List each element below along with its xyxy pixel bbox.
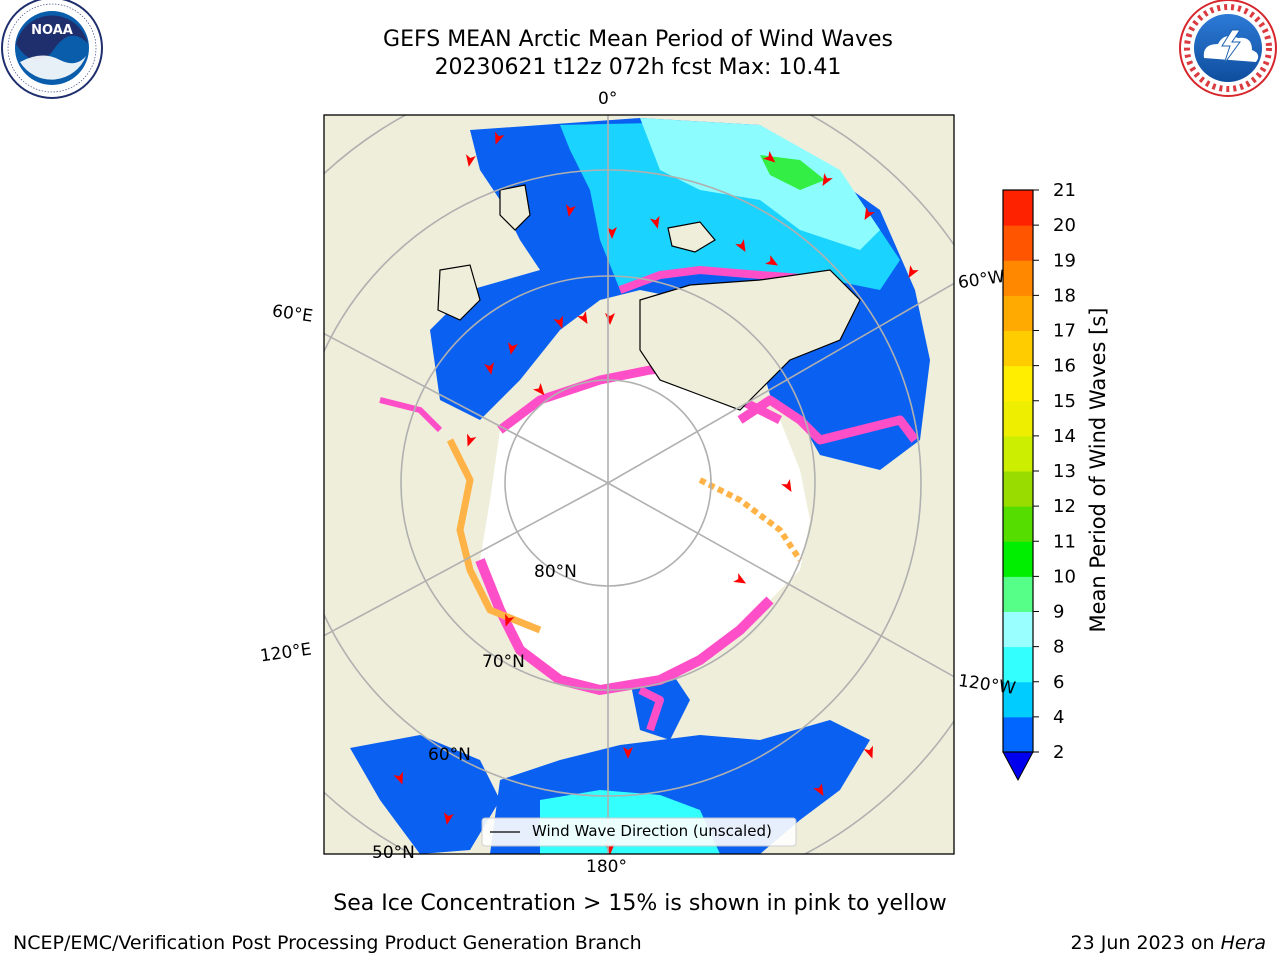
colorbar-bin-14	[1003, 225, 1033, 261]
colorbar-tick-label: 15	[1053, 391, 1076, 412]
wind-wave-arrow	[623, 747, 633, 759]
colorbar-bin-12	[1003, 295, 1033, 331]
colorbar-tick-label: 17	[1053, 321, 1076, 342]
colorbar-tick-label: 19	[1053, 250, 1076, 271]
colorbar-bin-15	[1003, 190, 1033, 226]
wind-wave-arrow	[762, 150, 776, 163]
wind-wave-arrow	[733, 573, 747, 584]
colorbar-tick-label: 11	[1053, 531, 1076, 552]
sea-ice-caption: Sea Ice Concentration > 15% is shown in …	[333, 891, 947, 916]
colorbar-tick-label: 13	[1053, 461, 1076, 482]
lat-label-80n: 80°N	[534, 562, 577, 582]
footer-credit: NCEP/EMC/Verification Post Processing Pr…	[13, 932, 642, 954]
wind-wave-arrow	[505, 613, 515, 627]
wind-wave-arrow	[443, 812, 454, 825]
legend-label: Wind Wave Direction (unscaled)	[532, 822, 772, 840]
colorbar-bin-3	[1003, 611, 1033, 648]
colorbar-tick-label: 20	[1053, 215, 1076, 236]
wind-wave-arrow	[484, 362, 495, 375]
wind-wave-arrow	[908, 265, 919, 279]
colorbar-bin-9	[1003, 400, 1033, 437]
coastlines	[437, 184, 861, 411]
colorbar-tick-label: 14	[1053, 426, 1076, 447]
colorbar-tick-label: 12	[1053, 496, 1076, 517]
colorbar-bin-4	[1003, 576, 1033, 612]
wind-wave-arrow	[864, 207, 875, 221]
colorbar-tick-label: 16	[1053, 356, 1076, 377]
wind-wave-arrow	[735, 239, 746, 253]
wind-wave-arrow	[495, 131, 505, 145]
map-subtitle: 20230621 t12z 072h fcst Max: 10.41	[434, 55, 842, 80]
lat-label-50n: 50°N	[372, 843, 415, 863]
nws-logo-icon	[1179, 0, 1277, 97]
footer-timestamp: 23 Jun 2023 on Hera	[1071, 932, 1266, 954]
wind-wave-arrows	[393, 131, 919, 854]
colorbar-tick-label: 6	[1053, 672, 1064, 693]
colorbar-tick-label: 21	[1053, 180, 1076, 201]
colorbar: 2 4 6 8 9 10 11 12 13 14 15 16 17 18 19 20 21	[1002, 180, 1076, 782]
colorbar-tick-label: 4	[1053, 707, 1064, 728]
colorbar-tick-label: 2	[1053, 742, 1064, 763]
wind-wave-arrow	[765, 255, 779, 266]
wind-wave-arrow	[577, 311, 588, 325]
wind-wave-arrow	[467, 433, 477, 447]
lon-label-180: 180°	[586, 857, 627, 877]
colorbar-bin-6	[1003, 506, 1033, 542]
lat-label-60n: 60°N	[428, 745, 471, 765]
colorbar-bin-13	[1003, 260, 1033, 296]
wind-wave-arrow	[781, 479, 792, 493]
svg-text:NOAA: NOAA	[31, 23, 73, 38]
polar-map	[324, 115, 954, 854]
wind-wave-arrow	[813, 783, 824, 797]
colorbar-bin-1	[1003, 681, 1033, 718]
wind-wave-arrow	[863, 745, 873, 759]
graticule	[324, 115, 954, 854]
wind-wave-arrow	[565, 204, 576, 217]
colorbar-tick-label: 18	[1053, 285, 1076, 306]
wind-wave-arrow	[822, 173, 833, 187]
colorbar-label: Mean Period of Wind Waves [s]	[1086, 307, 1110, 633]
colorbar-bin-7	[1003, 471, 1033, 507]
colorbar-tick-label: 8	[1053, 637, 1064, 658]
colorbar-tick-label: 9	[1053, 602, 1064, 623]
direction-legend	[481, 817, 797, 847]
lon-label-0: 0°	[598, 89, 618, 109]
central-arctic-icefree-mask	[480, 365, 810, 690]
wind-wave-arrow	[393, 771, 403, 785]
colorbar-bin-5	[1003, 541, 1033, 577]
footer-host: Hera	[1220, 932, 1266, 954]
lat-label-70n: 70°N	[482, 652, 525, 672]
colorbar-tick-label: 10	[1053, 566, 1076, 587]
colorbar-bin-2	[1003, 646, 1033, 683]
wind-wave-arrow	[532, 382, 545, 396]
wind-wave-arrow	[607, 227, 617, 239]
wind-wave-arrow	[465, 154, 476, 167]
map-title: GEFS MEAN Arctic Mean Period of Wind Wav…	[383, 27, 893, 52]
noaa-logo-icon: NOAA	[1, 0, 103, 99]
wind-wave-arrow	[553, 315, 563, 329]
colorbar-bin-0	[1003, 716, 1033, 753]
wind-wave-arrow	[649, 215, 660, 229]
footer-date: 23 Jun 2023 on	[1070, 932, 1221, 954]
wind-wave-arrow	[507, 342, 518, 355]
map-frame	[323, 114, 955, 855]
colorbar-bin-8	[1003, 435, 1033, 472]
colorbar-bin-11	[1003, 330, 1033, 367]
colorbar-bin-10	[1003, 365, 1033, 402]
colorbar-extend-arrow	[1002, 751, 1034, 782]
